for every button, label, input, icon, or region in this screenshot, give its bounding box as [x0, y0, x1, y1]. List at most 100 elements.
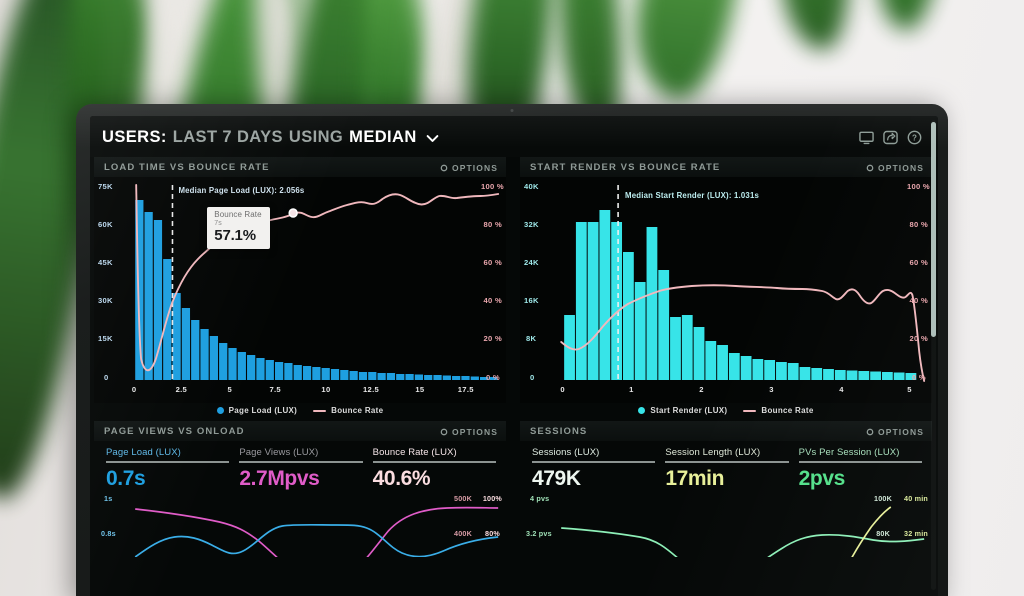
- chart-page-views-sparkline[interactable]: 1s 0.8s 500K 400K 100% 80%: [94, 493, 506, 557]
- options-label: OPTIONS: [452, 162, 498, 173]
- metric-value: 2pvs: [798, 466, 846, 490]
- y2-tick: 20 %: [483, 334, 502, 343]
- metric-pvs-per-session[interactable]: PVs Per Session (LUX) 2pvs: [798, 447, 922, 491]
- y2-tick: 40 %: [483, 296, 502, 305]
- help-icon[interactable]: ?: [907, 130, 922, 145]
- options-button[interactable]: OPTIONS: [866, 163, 924, 173]
- metric-divider: [532, 461, 656, 463]
- y-tick: 4 pvs: [530, 493, 550, 503]
- y3-tick: 80%: [485, 528, 500, 538]
- metric-divider: [798, 461, 922, 463]
- chart-legend: Start Render (LUX) Bounce Rate: [520, 403, 932, 415]
- metric-divider: [665, 461, 789, 463]
- laptop-device: USERS: LAST 7 DAYS USING MEDIAN ?: [76, 104, 948, 596]
- chevron-down-icon[interactable]: [426, 131, 439, 144]
- y3-tick: 100%: [482, 493, 502, 503]
- title-using: USING: [288, 128, 344, 146]
- y-tick: 32K: [524, 220, 539, 229]
- gear-icon: [440, 428, 448, 436]
- options-button[interactable]: OPTIONS: [440, 427, 498, 437]
- legend-label: Page Load (LUX): [228, 406, 298, 415]
- options-button[interactable]: OPTIONS: [866, 427, 924, 437]
- y2-tick: 60 %: [483, 258, 502, 267]
- y-tick: 75K: [98, 182, 113, 191]
- legend-label: Bounce Rate: [761, 406, 814, 415]
- dashboard-grid: LOAD TIME VS BOUNCE RATE OPTIONS: [90, 157, 938, 557]
- metric-label: Bounce Rate (LUX): [372, 447, 457, 458]
- metric-value: 0.7s: [106, 466, 146, 490]
- bar-series-start-render: [564, 210, 917, 380]
- options-label: OPTIONS: [878, 162, 924, 173]
- metric-divider: [239, 461, 363, 463]
- legend-item-bounce-rate[interactable]: Bounce Rate: [743, 406, 813, 415]
- y-tick: 0: [104, 373, 109, 382]
- tooltip-data-point: [288, 208, 298, 218]
- metric-divider: [372, 461, 496, 463]
- tooltip-label: Bounce Rate: [214, 210, 262, 219]
- metric-row: Page Load (LUX) 0.7s Page Views (LUX) 2.…: [94, 441, 506, 491]
- x-tick: 5: [907, 385, 912, 394]
- metric-session-length[interactable]: Session Length (LUX) 17min: [665, 447, 789, 491]
- x-tick: 2.5: [175, 385, 188, 394]
- legend-label: Start Render (LUX): [650, 406, 728, 415]
- legend-label: Bounce Rate: [331, 406, 384, 415]
- metric-label: Sessions (LUX): [532, 447, 600, 458]
- y2-tick: 100 %: [480, 182, 504, 191]
- y2-tick: 80 %: [909, 220, 928, 229]
- line-series-bounce-rate: [135, 184, 500, 372]
- gear-icon: [866, 164, 874, 172]
- metric-sessions[interactable]: Sessions (LUX) 479K: [532, 447, 656, 491]
- metric-row: Sessions (LUX) 479K Session Length (LUX)…: [520, 441, 932, 491]
- chart-load-time-vs-bounce-rate[interactable]: 75K 60K 45K 30K 15K 0 100 % 80 % 60 % 40…: [94, 177, 506, 403]
- panel-load-time-vs-bounce-rate: LOAD TIME VS BOUNCE RATE OPTIONS: [90, 157, 512, 415]
- median-page-load-label: Median Page Load (LUX): 2.056s: [178, 186, 305, 195]
- y3-tick: 40 min: [904, 493, 928, 503]
- svg-text:?: ?: [912, 134, 917, 143]
- y-tick: 3.2 pvs: [526, 528, 552, 538]
- options-button[interactable]: OPTIONS: [440, 163, 498, 173]
- chart-legend: Page Load (LUX) Bounce Rate: [94, 403, 506, 415]
- metric-value: 479K: [532, 466, 581, 490]
- legend-item-page-load[interactable]: Page Load (LUX): [216, 406, 298, 415]
- options-label: OPTIONS: [878, 426, 924, 437]
- monitor-icon[interactable]: [859, 130, 874, 145]
- median-start-render-label: Median Start Render (LUX): 1.031s: [625, 191, 760, 200]
- title-prefix: USERS:: [102, 128, 167, 146]
- y2-tick: 40 %: [909, 296, 928, 305]
- tooltip-value: 57.1%: [214, 227, 256, 245]
- y2-tick: 80 %: [483, 220, 502, 229]
- chart-sessions-sparkline[interactable]: 4 pvs 3.2 pvs 100K 80K 40 min 32 min: [520, 493, 932, 557]
- x-tick: 4: [839, 385, 844, 394]
- y-tick: 0: [530, 373, 535, 382]
- x-tick: 7.5: [269, 385, 281, 394]
- panel-title: START RENDER VS BOUNCE RATE: [530, 162, 721, 173]
- laptop-screen: USERS: LAST 7 DAYS USING MEDIAN ?: [90, 116, 938, 596]
- y2-tick: 60 %: [909, 258, 928, 267]
- x-tick: 1: [629, 385, 634, 394]
- panel-title: SESSIONS: [530, 426, 588, 437]
- metric-label: Session Length (LUX): [665, 447, 761, 458]
- line-series-pvs-per-session: [561, 526, 925, 557]
- line-series-bounce-rate: [135, 506, 499, 557]
- metric-label: Page Load (LUX): [106, 447, 181, 458]
- metric-page-views[interactable]: Page Views (LUX) 2.7Mpvs: [239, 447, 363, 491]
- y2-tick: 100K: [874, 493, 892, 503]
- share-icon[interactable]: [883, 130, 898, 145]
- y3-tick: 32 min: [904, 528, 928, 538]
- panel-header: PAGE VIEWS VS ONLOAD OPTIONS: [94, 421, 506, 441]
- panel-header: LOAD TIME VS BOUNCE RATE OPTIONS: [94, 157, 506, 177]
- gear-icon: [866, 428, 874, 436]
- vertical-scrollbar-thumb[interactable]: [931, 122, 936, 337]
- title-range: LAST 7 DAYS: [172, 128, 283, 146]
- x-tick: 2: [699, 385, 704, 394]
- y2-tick: 0 %: [486, 373, 500, 382]
- legend-item-start-render[interactable]: Start Render (LUX): [638, 406, 727, 415]
- panel-sessions: SESSIONS OPTIONS Sessions (LUX) 479K: [516, 421, 938, 557]
- chart-start-render-vs-bounce-rate[interactable]: 40K 32K 24K 16K 8K 0 100 % 80 % 60 % 40 …: [520, 177, 932, 403]
- y-tick: 0.8s: [101, 528, 116, 538]
- legend-item-bounce-rate[interactable]: Bounce Rate: [313, 406, 383, 415]
- legend-dot-icon: [638, 407, 646, 414]
- metric-page-load[interactable]: Page Load (LUX) 0.7s: [106, 447, 230, 491]
- y2-tick: 80K: [876, 528, 890, 538]
- metric-bounce-rate[interactable]: Bounce Rate (LUX) 40.6%: [372, 447, 496, 491]
